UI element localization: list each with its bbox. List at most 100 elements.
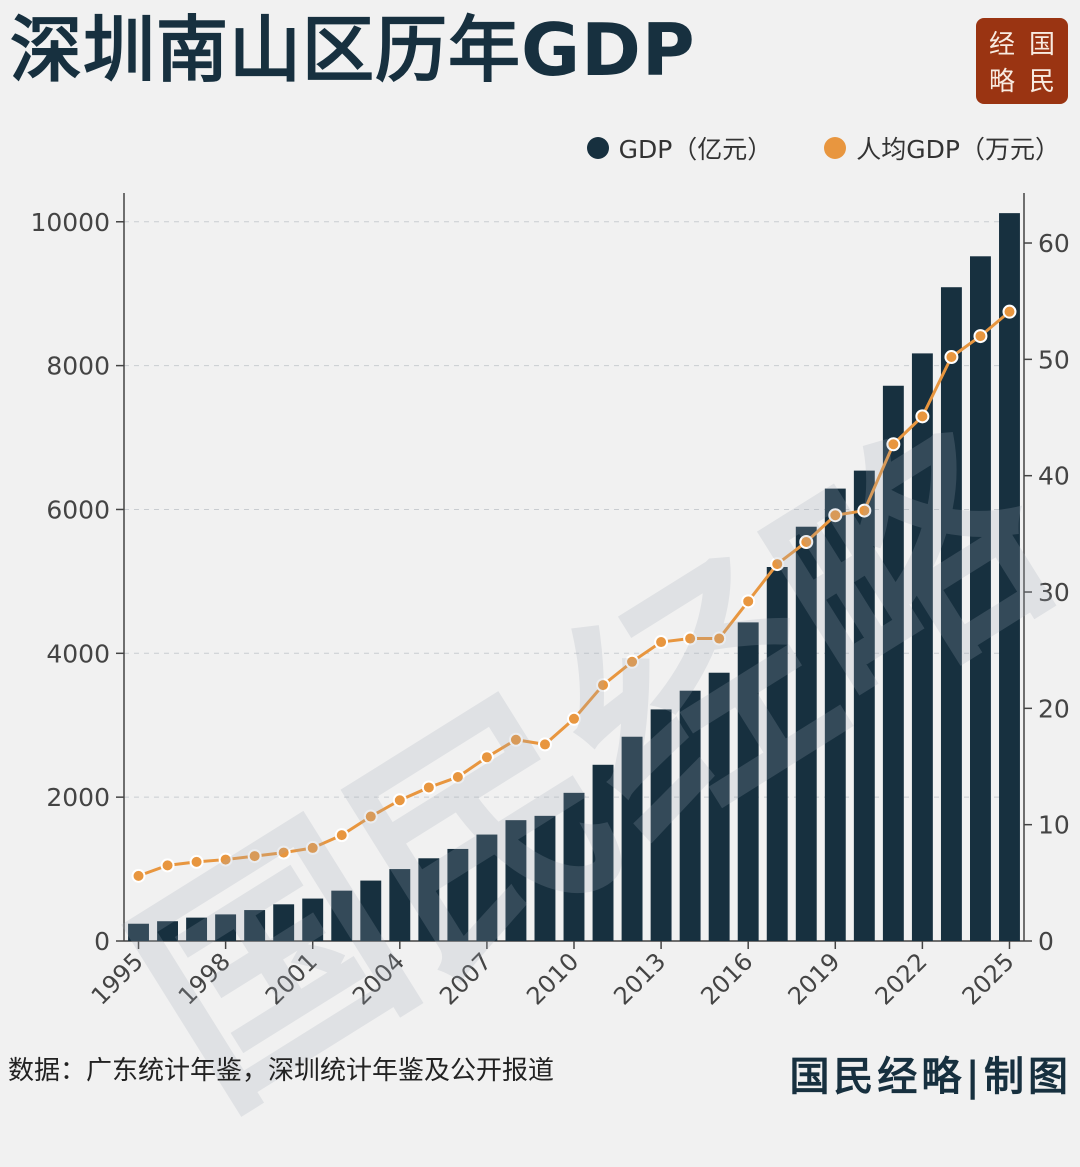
legend-per-capita-label: 人均GDP（万元） — [856, 135, 1060, 164]
gdp-bar — [186, 917, 208, 941]
left-tick-label: 2000 — [46, 783, 110, 812]
seal-char: 经 — [988, 30, 1015, 60]
per-capita-gdp-point — [683, 631, 698, 646]
per-capita-gdp-point — [770, 557, 785, 572]
gdp-bar — [505, 820, 527, 941]
gdp-bar — [679, 690, 701, 941]
gdp-bar — [650, 709, 672, 941]
right-tick-label: 20 — [1038, 694, 1070, 723]
right-tick-label: 0 — [1038, 927, 1054, 956]
seal-char: 民 — [1028, 67, 1055, 97]
gdp-bar — [621, 736, 643, 941]
gdp-chart: 0 2000 4000 6000 8000 10000 0 10 20 30 40 50 60 1995 1… — [30, 193, 1070, 1010]
legend-gdp-dot-icon — [586, 137, 609, 159]
per-capita-gdp-point — [944, 350, 959, 365]
gdp-bar — [708, 672, 730, 941]
x-tick-label: 2013 — [608, 947, 671, 1010]
seal-char: 国 — [1028, 30, 1055, 60]
gdp-bar — [737, 622, 759, 941]
per-capita-gdp-point — [828, 508, 843, 523]
per-capita-gdp-point — [915, 409, 930, 424]
gdp-bar — [911, 353, 933, 942]
gdp-bar — [766, 567, 788, 941]
left-tick-label: 8000 — [46, 352, 110, 381]
legend-item-per-capita: 人均GDP（万元） — [824, 130, 1060, 166]
x-tick-label: 2025 — [957, 947, 1020, 1010]
per-capita-gdp-point — [625, 654, 640, 669]
per-capita-gdp-line — [138, 310, 1011, 878]
per-capita-gdp-point — [131, 868, 146, 883]
per-capita-gdp-point — [189, 854, 204, 869]
per-capita-gdp-point — [799, 534, 814, 549]
page-title: 深圳南山区历年GDP — [10, 8, 696, 92]
legend-per-capita-dot-icon — [824, 137, 847, 159]
per-capita-gdp-point — [334, 828, 349, 843]
gdp-bar — [882, 385, 904, 941]
x-tick-label: 1995 — [86, 947, 149, 1010]
right-tick-label: 40 — [1038, 462, 1070, 491]
per-capita-gdp-point — [218, 852, 233, 867]
left-tick-label: 0 — [94, 927, 110, 956]
left-tick-label: 4000 — [46, 639, 110, 668]
per-capita-gdp-point — [363, 809, 378, 824]
per-capita-gdp-point — [973, 329, 988, 344]
per-capita-gdp-point — [596, 678, 611, 693]
per-capita-gdp-point — [421, 780, 436, 795]
data-source: 数据：广东统计年鉴，深圳统计年鉴及公开报道 — [8, 1056, 555, 1086]
x-tick-label: 1998 — [173, 947, 236, 1010]
gdp-bar — [273, 904, 295, 941]
seal-char: 略 — [988, 67, 1015, 97]
per-capita-gdp-point — [450, 769, 465, 784]
per-capita-gdp-point — [567, 711, 581, 726]
x-tick-label: 2010 — [521, 947, 584, 1010]
gdp-bar — [795, 526, 817, 941]
per-capita-gdp-point — [537, 737, 552, 752]
left-tick-label: 10000 — [30, 208, 110, 237]
gdp-bar — [853, 470, 875, 941]
per-capita-gdp-point — [508, 732, 523, 747]
legend-gdp-label: GDP（亿元） — [618, 135, 773, 164]
gdp-bar — [215, 914, 237, 941]
gdp-bar — [418, 858, 440, 941]
per-capita-gdp-point — [886, 437, 901, 452]
per-capita-gdp-point — [392, 793, 407, 808]
gdp-bar — [302, 898, 324, 941]
gdp-bar — [999, 213, 1020, 942]
x-tick-label: 2001 — [260, 947, 323, 1010]
per-capita-gdp-point — [1002, 304, 1017, 319]
gdp-bar — [360, 880, 382, 941]
per-capita-gdp-point — [741, 594, 756, 609]
gdp-bar — [940, 287, 962, 941]
right-tick-label: 60 — [1038, 229, 1070, 258]
x-tick-label: 2016 — [695, 947, 758, 1010]
gdp-bar — [157, 921, 178, 941]
per-capita-gdp-point — [857, 503, 872, 518]
gdp-bar — [970, 256, 991, 941]
x-tick-label: 2022 — [870, 947, 933, 1010]
gdp-bar — [476, 834, 498, 941]
x-tick-label: 2004 — [347, 947, 410, 1010]
per-capita-gdp-point — [712, 631, 727, 646]
x-tick-label: 2019 — [783, 947, 846, 1010]
per-capita-gdp-point — [479, 750, 494, 765]
right-tick-label: 50 — [1038, 345, 1070, 374]
chart-legend: GDP（亿元） 人均GDP（万元） — [586, 130, 1060, 166]
per-capita-gdp-point — [160, 858, 175, 873]
brand-seal-logo: 经 国 略 民 — [976, 18, 1068, 104]
gdp-bar — [534, 815, 556, 941]
footer-brand: 国民经略|制图 — [789, 1053, 1072, 1100]
left-tick-label: 6000 — [46, 495, 110, 524]
gdp-bar — [244, 910, 266, 941]
per-capita-gdp-point — [276, 845, 291, 860]
legend-item-gdp: GDP（亿元） — [586, 130, 773, 166]
per-capita-gdp-point — [654, 635, 669, 650]
x-tick-label: 2007 — [434, 947, 497, 1010]
gdp-bar — [331, 890, 353, 941]
gdp-bar — [824, 488, 846, 941]
per-capita-gdp-point — [305, 840, 320, 855]
right-tick-label: 30 — [1038, 578, 1070, 607]
per-capita-gdp-point — [247, 849, 262, 864]
right-tick-label: 10 — [1038, 811, 1070, 840]
gdp-bar — [592, 764, 614, 941]
gdp-bar — [389, 869, 411, 941]
